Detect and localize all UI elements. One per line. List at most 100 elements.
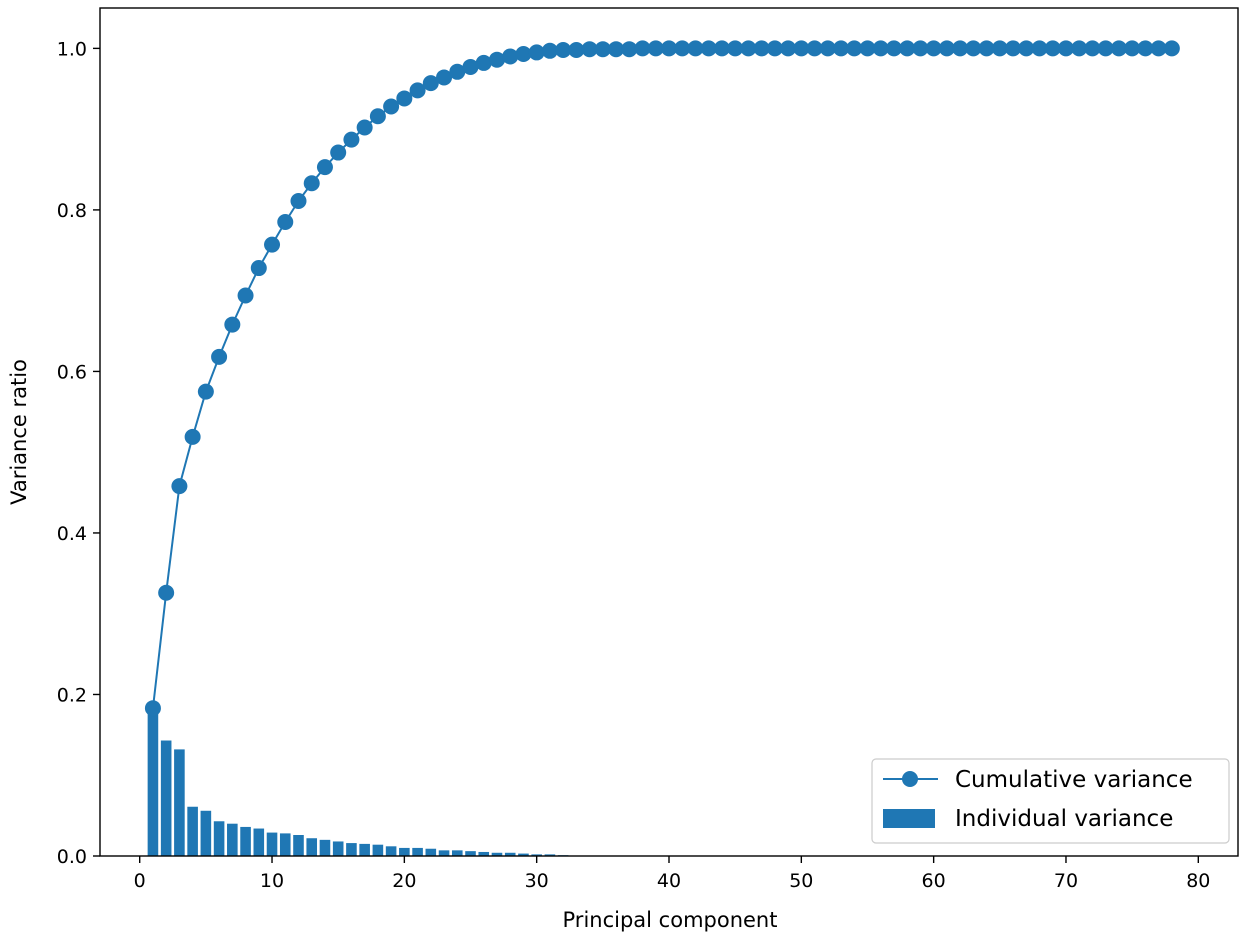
cumulative-variance-point	[634, 40, 651, 57]
individual-variance-bar	[451, 850, 463, 856]
cumulative-variance-point	[502, 48, 519, 65]
cumulative-variance-point	[237, 287, 254, 304]
x-tick-label: 30	[525, 870, 549, 892]
legend-label-individual: Individual variance	[955, 806, 1173, 832]
cumulative-variance-point	[687, 40, 704, 57]
legend: Cumulative variance Individual variance	[871, 758, 1230, 844]
cumulative-variance-point	[1124, 40, 1141, 57]
legend-bar-swatch	[883, 809, 935, 828]
cumulative-variance-point	[277, 214, 294, 231]
individual-variance-bar	[227, 823, 238, 856]
cumulative-variance-point	[555, 42, 572, 58]
cumulative-variance-point	[541, 42, 558, 59]
cumulative-variance-point	[727, 40, 744, 57]
cumulative-variance-point	[793, 40, 810, 57]
cumulative-variance-point	[211, 348, 228, 365]
cumulative-variance-point	[912, 40, 929, 57]
individual-variance-bar	[425, 848, 437, 856]
cumulative-variance-point	[978, 40, 995, 57]
cumulative-variance-point	[330, 144, 347, 161]
cumulative-variance-point	[356, 119, 373, 136]
cumulative-variance-point	[700, 40, 717, 57]
individual-variance-bar	[253, 828, 265, 856]
cumulative-variance-point	[1031, 40, 1048, 57]
individual-variance-bar	[438, 850, 450, 856]
cumulative-variance-point	[184, 428, 201, 445]
individual-variance-bar	[504, 852, 516, 856]
individual-variance-bar	[147, 708, 159, 856]
plot-frame	[99, 7, 1239, 857]
cumulative-variance-point	[1097, 40, 1114, 57]
y-axis-ticks: 0.0 0.2 0.4 0.6 0.8 1.0	[57, 38, 100, 868]
cumulative-variance-point	[197, 383, 214, 400]
cumulative-variance-point	[753, 40, 770, 57]
x-axis-ticks: 0 10 20 30 40 50 60 70 80	[134, 856, 1210, 892]
individual-variance-bar	[266, 832, 278, 856]
cumulative-variance-point	[528, 44, 545, 61]
line-layer	[151, 47, 1172, 709]
cumulative-variance-point	[1110, 40, 1127, 57]
points-layer	[144, 40, 1180, 717]
cumulative-variance-point	[713, 40, 730, 57]
cumulative-variance-point	[647, 40, 664, 57]
cumulative-variance-point	[568, 42, 585, 58]
x-tick-label: 40	[657, 870, 681, 892]
individual-variance-bar	[478, 851, 490, 856]
individual-variance-bar	[359, 843, 370, 856]
cumulative-variance-point	[938, 40, 955, 57]
cumulative-variance-line	[151, 47, 1172, 709]
cumulative-variance-point	[1084, 40, 1101, 57]
cumulative-variance-point	[409, 82, 426, 99]
y-tick-label: 0.4	[57, 523, 87, 545]
cumulative-variance-point	[436, 69, 453, 86]
x-axis-label: Principal component	[563, 908, 778, 932]
legend-label-cumulative: Cumulative variance	[955, 767, 1193, 793]
y-tick-label: 0.6	[57, 361, 87, 383]
x-tick-label: 0	[134, 870, 146, 892]
individual-variance-bar	[160, 740, 172, 856]
individual-variance-bar	[491, 852, 503, 856]
y-tick-label: 0.2	[57, 684, 87, 706]
individual-variance-bar	[518, 853, 529, 856]
x-tick-label: 50	[789, 870, 813, 892]
cumulative-variance-point	[316, 159, 333, 176]
bars-layer	[147, 708, 648, 856]
cumulative-variance-point	[462, 58, 479, 75]
individual-variance-bar	[544, 854, 556, 856]
cumulative-variance-point	[1005, 40, 1022, 57]
individual-variance-bar	[531, 854, 542, 856]
cumulative-variance-point	[806, 40, 823, 57]
individual-variance-bar	[213, 821, 225, 856]
cumulative-variance-point	[1018, 40, 1035, 57]
individual-variance-bar	[399, 847, 410, 856]
cumulative-variance-point	[581, 41, 598, 58]
cumulative-variance-point	[1057, 40, 1074, 57]
cumulative-variance-point	[422, 75, 439, 92]
cumulative-variance-point	[1150, 40, 1167, 57]
individual-variance-bar	[240, 826, 251, 856]
individual-variance-bar	[346, 843, 357, 856]
individual-variance-bar	[293, 835, 304, 856]
y-axis-label: Variance ratio	[7, 359, 31, 505]
cumulative-variance-point	[383, 98, 400, 115]
individual-variance-bar	[200, 810, 212, 856]
individual-variance-bar	[332, 841, 344, 856]
cumulative-variance-point	[621, 41, 638, 58]
cumulative-variance-point	[1071, 40, 1088, 57]
cumulative-variance-point	[766, 40, 783, 57]
cumulative-variance-point	[991, 40, 1008, 57]
individual-variance-bar	[306, 838, 318, 856]
x-tick-label: 80	[1186, 870, 1210, 892]
cumulative-variance-point	[396, 90, 413, 107]
cumulative-variance-point	[449, 63, 466, 80]
x-tick-label: 20	[392, 870, 416, 892]
cumulative-variance-point	[661, 40, 677, 57]
cumulative-variance-point	[290, 193, 307, 210]
cumulative-variance-point	[224, 316, 241, 333]
legend-marker-swatch	[902, 771, 918, 787]
cumulative-variance-point	[264, 236, 281, 253]
cumulative-variance-point	[250, 260, 267, 277]
cumulative-variance-point	[369, 108, 386, 125]
cumulative-variance-point	[674, 40, 691, 57]
